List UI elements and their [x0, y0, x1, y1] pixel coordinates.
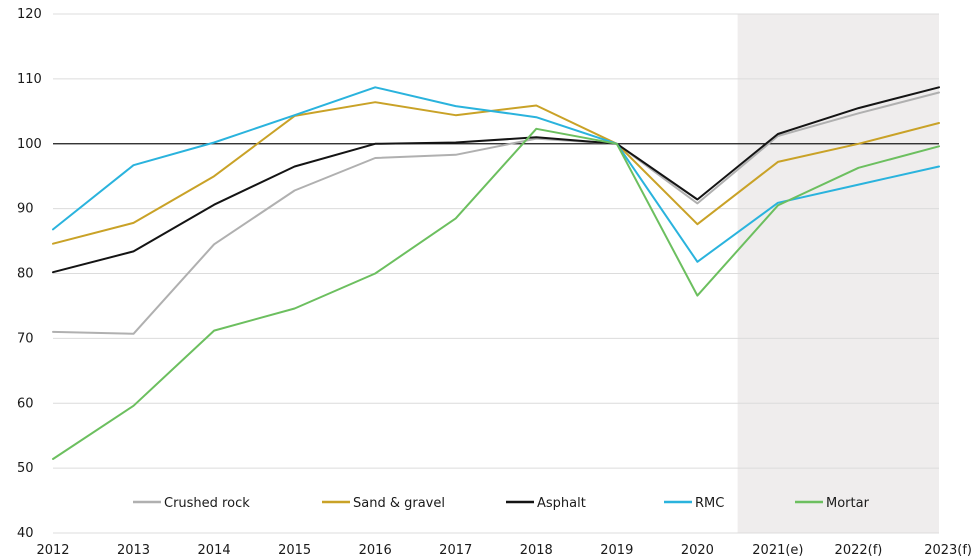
x-tick-label: 2013 — [117, 543, 150, 558]
x-tick-label: 2018 — [520, 543, 553, 558]
y-tick-label: 80 — [17, 267, 34, 282]
series-line-mortar — [52, 127, 940, 460]
x-axis-tick-labels: 2012 2013 2014 2015 2016 2017 2018 2019 2020 2021… — [36, 543, 972, 558]
legend-label: RMC — [695, 496, 724, 511]
x-tick-label: 2012 — [36, 543, 69, 558]
x-tick-label: 2019 — [600, 543, 633, 558]
series-line-asphalt — [52, 86, 940, 274]
legend: Crushed rock Sand & gravel Asphalt RMC Morta… — [133, 496, 870, 511]
y-tick-label: 70 — [17, 331, 34, 346]
series-line-crushed-rock — [52, 91, 940, 335]
y-tick-label: 60 — [17, 396, 34, 411]
y-tick-label: 110 — [17, 72, 42, 87]
y-tick-label: 50 — [17, 461, 34, 476]
legend-label: Asphalt — [537, 496, 586, 511]
y-tick-label: 120 — [17, 7, 42, 22]
y-tick-label: 100 — [17, 137, 42, 152]
y-tick-label: 40 — [17, 526, 34, 541]
x-tick-label: 2020 — [681, 543, 714, 558]
legend-label: Crushed rock — [164, 496, 250, 511]
x-tick-label: 2014 — [198, 543, 231, 558]
legend-label: Sand & gravel — [353, 496, 445, 511]
series-line-sand-gravel — [52, 101, 940, 245]
gridlines — [53, 13, 939, 534]
y-axis-tick-labels: 40 50 60 70 80 90 100 110 120 — [17, 7, 42, 541]
x-tick-label: 2022(f) — [835, 543, 883, 558]
x-tick-label: 2023(f) — [924, 543, 972, 558]
series-lines — [52, 86, 940, 460]
x-tick-label: 2017 — [439, 543, 472, 558]
x-tick-label: 2016 — [359, 543, 392, 558]
y-tick-label: 90 — [17, 202, 34, 217]
x-tick-label: 2021(e) — [752, 543, 803, 558]
legend-label: Mortar — [826, 496, 870, 511]
x-tick-label: 2015 — [278, 543, 311, 558]
